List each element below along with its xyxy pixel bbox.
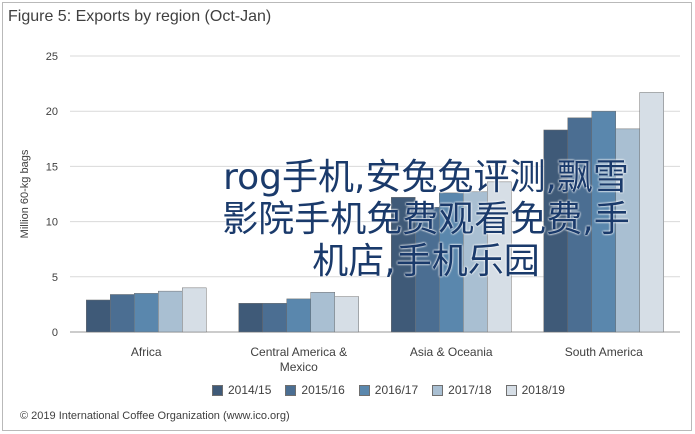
bar <box>439 192 464 333</box>
chart-title: Figure 5: Exports by region (Oct-Jan) <box>8 8 272 25</box>
legend-label: 2018/19 <box>521 383 565 397</box>
x-tick-label: South America <box>565 345 643 359</box>
y-tick-label: 20 <box>46 106 58 118</box>
chart-legend: 2014/15 2015/16 2016/17 2017/18 2018/19 <box>212 383 565 397</box>
legend-swatch <box>432 384 444 396</box>
bar <box>182 287 207 333</box>
legend-item: 2015/16 <box>285 383 345 397</box>
bar <box>415 206 440 333</box>
legend-item: 2017/18 <box>432 383 492 397</box>
footer-credit: © 2019 International Coffee Organization… <box>20 410 290 422</box>
x-tick-label: Mexico <box>280 360 318 374</box>
bar <box>391 197 416 333</box>
bar <box>463 191 488 333</box>
y-tick-label: 5 <box>52 272 58 284</box>
legend-label: 2014/15 <box>228 383 272 397</box>
bar <box>134 293 159 333</box>
bar <box>543 129 568 333</box>
x-tick-label: Central America & <box>250 345 347 359</box>
bar <box>615 128 640 333</box>
y-axis-label: Million 60-kg bags <box>19 149 31 238</box>
y-tick-label: 15 <box>46 161 58 173</box>
y-tick-label: 25 <box>46 51 58 63</box>
legend-item: 2018/19 <box>505 383 565 397</box>
legend-swatch <box>212 384 223 396</box>
legend-item: 2014/15 <box>212 383 271 397</box>
bar <box>567 117 592 333</box>
bar <box>487 181 512 333</box>
bar <box>286 298 311 333</box>
bar <box>86 299 111 333</box>
bar <box>591 110 616 333</box>
legend-swatch <box>285 384 297 396</box>
bar <box>639 92 664 333</box>
y-tick-label: 10 <box>46 217 58 229</box>
y-tick-label: 0 <box>52 327 58 339</box>
legend-label: 2015/16 <box>301 383 345 397</box>
x-tick-label: Africa <box>131 345 162 359</box>
bar <box>310 292 335 333</box>
bar <box>334 296 359 333</box>
x-tick-label: Asia & Oceania <box>410 345 493 359</box>
bar <box>262 303 287 333</box>
legend-label: 2017/18 <box>448 383 492 397</box>
bar <box>158 290 183 333</box>
legend-swatch <box>505 384 517 396</box>
legend-item: 2016/17 <box>358 383 419 397</box>
legend-swatch <box>358 384 370 396</box>
bar <box>110 294 135 333</box>
legend-label: 2016/17 <box>374 383 419 397</box>
bar <box>238 303 263 333</box>
